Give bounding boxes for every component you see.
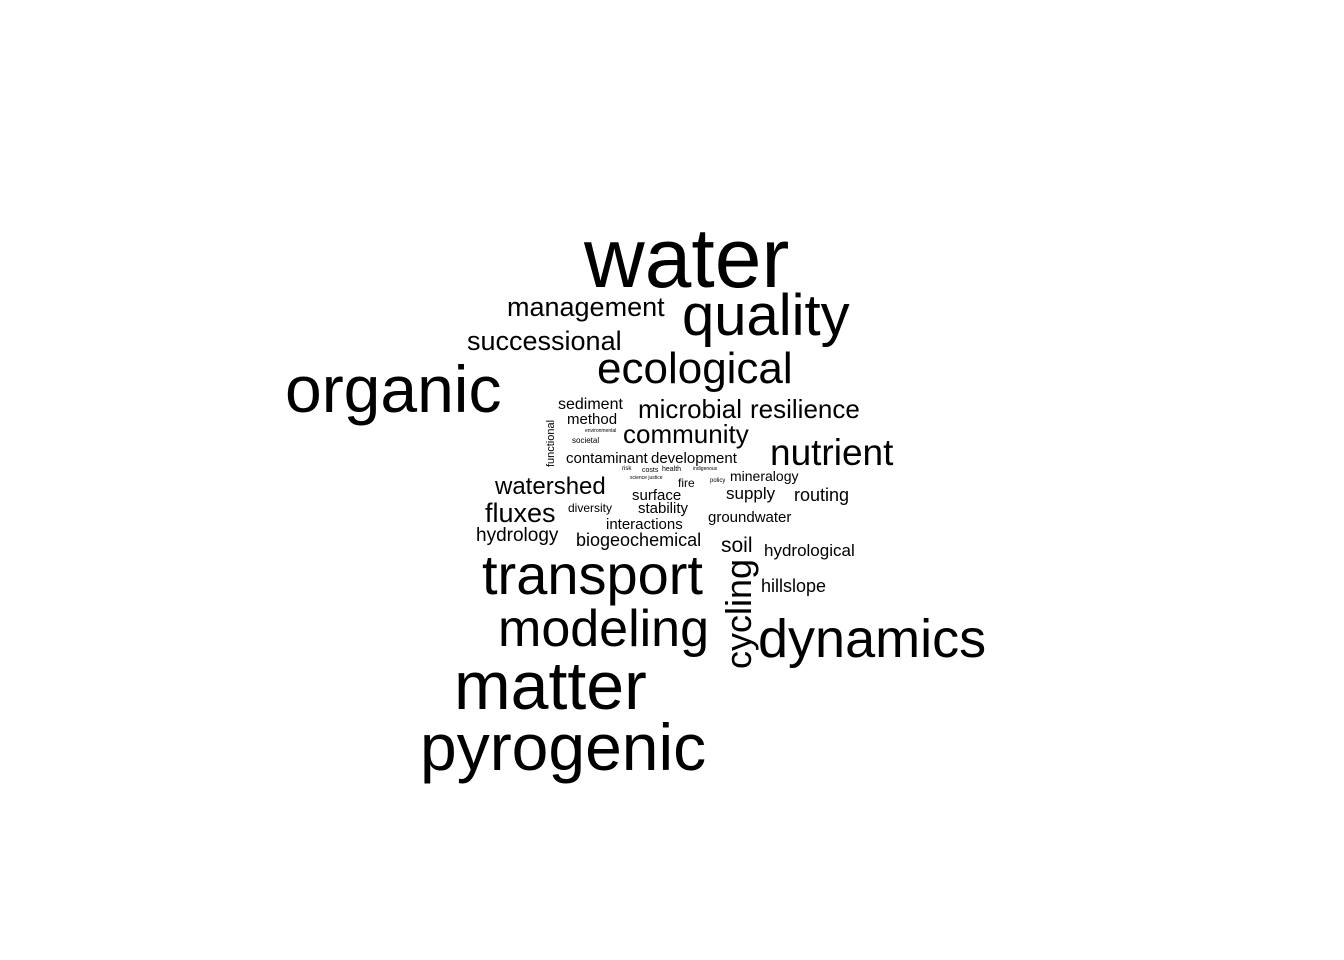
word-resilience: resilience (750, 394, 860, 424)
word-fluxes: fluxes (485, 498, 556, 528)
word-policy: policy (710, 478, 726, 484)
word-quality: quality (682, 283, 850, 348)
word-routing: routing (794, 485, 850, 505)
word-costs: costs (642, 467, 659, 474)
word-modeling: modeling (498, 600, 710, 658)
word-soil: soil (721, 534, 753, 557)
word-community: community (623, 419, 749, 449)
word-health: health (662, 466, 682, 473)
word-matter: matter (454, 648, 647, 724)
word-stability: stability (638, 500, 689, 517)
word-method: method (567, 411, 618, 428)
word-societal: societal (572, 436, 600, 445)
word-fire: fire (678, 476, 695, 490)
word-contaminant: contaminant (566, 450, 648, 467)
word-biogeochemical: biogeochemical (576, 530, 702, 550)
word-hydrological: hydrological (764, 541, 855, 560)
word-development: development (651, 450, 737, 467)
word-indigenous: indigenous (693, 466, 718, 472)
word-ecological: ecological (597, 344, 793, 393)
word-management: management (507, 292, 665, 322)
word-diversity: diversity (568, 501, 613, 515)
word-hillslope: hillslope (761, 576, 827, 596)
word-groundwater: groundwater (708, 509, 792, 526)
word-organic: organic (285, 352, 502, 426)
word-surface: surface (632, 487, 682, 504)
word-microbial: microbial (638, 394, 743, 424)
word-interactions: interactions (606, 516, 683, 533)
word-successional: successional (467, 326, 622, 356)
word-nutrient: nutrient (770, 432, 894, 473)
word-water: water (584, 211, 790, 305)
word-risk: risk (622, 466, 632, 472)
word-functional: functional (545, 419, 558, 468)
word-science-justice: science justice (630, 475, 663, 481)
word-sediment: sediment (558, 396, 623, 413)
word-cycling: cycling (718, 558, 760, 670)
word-transport: transport (482, 543, 703, 606)
word-mineralogy: mineralogy (730, 468, 799, 484)
word-hydrology: hydrology (476, 525, 559, 546)
word-dynamics: dynamics (758, 609, 987, 669)
word-pyrogenic: pyrogenic (420, 710, 707, 784)
word-watershed: watershed (495, 473, 606, 500)
word-environmental: environmental (585, 428, 617, 434)
word-supply: supply (726, 484, 776, 503)
